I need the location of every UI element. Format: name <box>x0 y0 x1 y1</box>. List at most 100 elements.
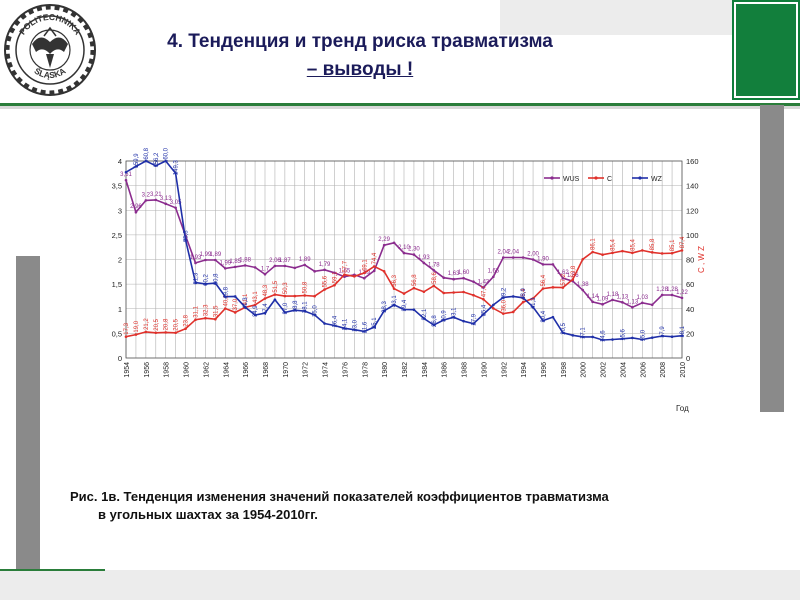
series-point-c <box>492 307 495 310</box>
data-label-c: 48,3 <box>263 284 269 296</box>
data-label-wz: 49,2 <box>501 287 507 299</box>
series-point-wz <box>561 331 565 335</box>
data-label-wus: 1,18 <box>607 292 619 298</box>
series-point-c <box>382 270 386 273</box>
data-label-wz: 60,8 <box>213 273 219 285</box>
data-label-c: 32,3 <box>203 304 209 316</box>
series-point-c <box>154 331 158 335</box>
data-label-wz: 23,0 <box>352 319 358 331</box>
data-label-wz: 159,9 <box>134 153 140 169</box>
series-point-wus <box>611 298 614 302</box>
series-point-wus <box>511 256 515 259</box>
series-point-wus <box>313 270 316 273</box>
series-point-wus <box>233 265 237 269</box>
series-point-wus <box>263 272 267 276</box>
series-point-wus <box>333 271 336 275</box>
series-point-c <box>392 287 396 290</box>
y-left-tick-label: 3,5 <box>112 182 122 191</box>
x-tick-label: 1998 <box>561 362 568 378</box>
data-label-wz: 41,3 <box>531 297 537 309</box>
data-label-wz: 38,8 <box>293 300 299 312</box>
data-label-wz: 160,0 <box>164 147 170 163</box>
x-tick-label: 1982 <box>402 362 409 378</box>
series-point-c <box>144 330 148 334</box>
series-point-wz <box>174 171 177 175</box>
series-point-c <box>253 303 257 307</box>
series-point-c <box>581 257 585 261</box>
series-point-wus <box>660 293 664 297</box>
series-point-wus <box>223 267 227 270</box>
data-label-c: 85,8 <box>650 238 656 250</box>
series-point-c <box>640 249 644 252</box>
data-label-wz: 43,1 <box>392 295 398 307</box>
data-label-wz: 156,2 <box>154 152 160 168</box>
series-point-wz <box>164 159 168 163</box>
series-point-wz <box>521 296 525 300</box>
series-point-wz <box>531 305 535 309</box>
data-label-wz: 41,3 <box>243 297 249 309</box>
y-right-tick-label: 80 <box>686 256 694 265</box>
x-tick-label: 1968 <box>263 362 270 378</box>
data-label-wz: 38,1 <box>303 301 309 313</box>
series-point-wus <box>601 303 604 306</box>
series-point-wz <box>492 303 495 307</box>
series-point-wz <box>273 298 277 301</box>
x-tick-label: 1990 <box>481 362 488 378</box>
data-label-wus: 2,06 <box>269 258 281 264</box>
data-label-wz: 160,8 <box>144 147 150 163</box>
series-point-wz <box>253 313 257 317</box>
data-label-wus: 1,13 <box>617 294 629 300</box>
data-label-c: 41,1 <box>243 293 249 305</box>
green-corner-block <box>732 0 800 100</box>
data-label-wus: 1,65 <box>339 269 351 275</box>
legend-label-c: C <box>607 176 612 183</box>
y-right-tick-label: 20 <box>686 329 694 338</box>
data-label-wz: 15,6 <box>620 328 626 340</box>
series-point-wz <box>631 336 634 340</box>
series-point-c <box>442 291 446 295</box>
legend-marker-wz <box>638 176 642 180</box>
series-point-wz <box>640 338 644 341</box>
series-point-wz <box>293 308 297 312</box>
data-label-wus: 2,96 <box>130 204 142 210</box>
data-label-wus: 1,89 <box>299 257 311 263</box>
data-label-wus: 1,79 <box>319 262 331 268</box>
series-point-wz <box>591 335 594 339</box>
data-label-wz: 47,4 <box>263 303 269 315</box>
divider-green <box>0 103 800 106</box>
x-tick-label: 1966 <box>243 362 250 378</box>
series-point-wus <box>194 261 197 265</box>
series-point-wz <box>402 308 406 311</box>
data-label-c: 37,0 <box>233 298 239 310</box>
data-label-c: 51,5 <box>273 280 279 292</box>
data-label-wus: 1,09 <box>597 296 609 302</box>
y-left-tick-label: 2 <box>118 256 122 265</box>
y-left-tick-label: 0 <box>118 354 122 363</box>
series-point-wus <box>531 258 535 261</box>
series-point-wz <box>551 315 555 319</box>
series-point-wz <box>362 330 366 333</box>
data-label-c: 58,6 <box>432 272 438 284</box>
series-point-wus <box>174 206 177 210</box>
series-point-c <box>134 333 138 336</box>
series-point-wz <box>343 327 346 330</box>
series-point-c <box>541 287 545 290</box>
data-label-c: 87,4 <box>680 236 686 248</box>
figure-caption: Рис. 1в. Тенденция изменения значений по… <box>70 488 750 524</box>
series-point-wus <box>283 264 287 268</box>
series-point-wz <box>184 238 187 242</box>
data-label-wus: 2,00 <box>527 252 539 258</box>
data-label-c: 86,1 <box>591 238 597 250</box>
series-point-c <box>184 327 187 330</box>
data-label-wz: 33,1 <box>452 307 458 319</box>
series-point-wus <box>273 264 277 268</box>
y-right-tick-label: 140 <box>686 182 699 191</box>
series-point-c <box>472 293 475 297</box>
series-point-wus <box>303 263 307 267</box>
series-point-wus <box>412 253 416 256</box>
data-label-wus: 3,2 <box>142 192 151 198</box>
series-point-c <box>233 311 237 314</box>
data-label-wus: 2,10 <box>398 245 410 251</box>
series-point-wus <box>501 256 505 259</box>
data-label-wz: 20,5 <box>561 322 567 334</box>
